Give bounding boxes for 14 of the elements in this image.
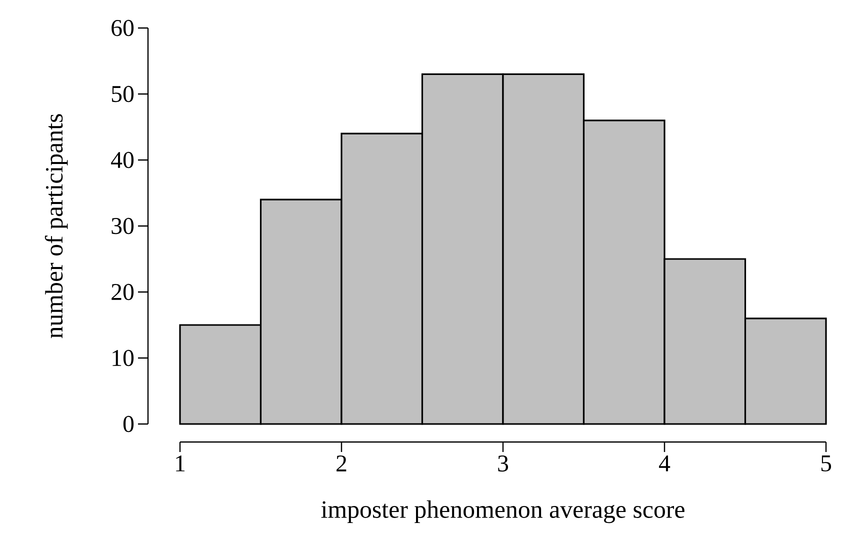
y-tick-label: 20 <box>112 284 134 300</box>
y-tick-label: 50 <box>112 86 134 102</box>
y-tick-label: 60 <box>112 20 134 36</box>
x-tick-label: 1 <box>176 456 185 472</box>
y-tick-label: 10 <box>112 350 134 366</box>
x-tick-label: 5 <box>821 456 832 472</box>
x-tick-label: 4 <box>658 456 670 472</box>
y-tick-label: 40 <box>111 152 134 168</box>
x-tick-label: 2 <box>336 456 346 472</box>
y-tick-label: 30 <box>112 218 134 234</box>
x-axis-title: imposter phenomenon average score <box>321 500 684 524</box>
x-tick-label: 3 <box>498 456 508 472</box>
y-axis-title: number of participants <box>44 114 68 338</box>
y-tick-label: 0 <box>123 416 134 432</box>
